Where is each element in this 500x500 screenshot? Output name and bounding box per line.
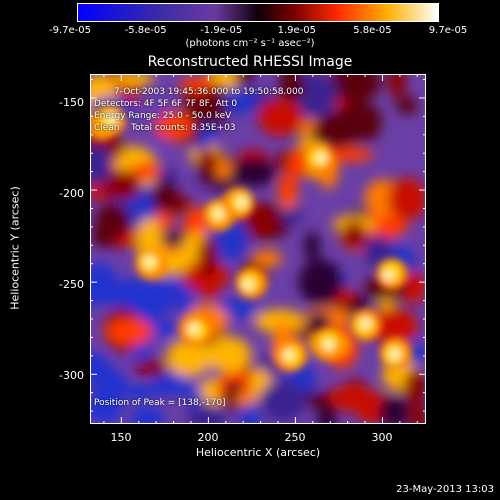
colorbar (77, 3, 439, 22)
y-tick-label: -150 (59, 96, 84, 109)
clean-annotation: Clean Total counts: 8.35E+03 (94, 123, 236, 133)
heatmap-hotspot (243, 279, 254, 290)
heatmap-blob (387, 177, 426, 220)
heatmap-blob (215, 158, 232, 180)
heatmap-hotspot (360, 318, 371, 329)
heatmap-blob (197, 166, 218, 187)
heatmap-blob (115, 74, 155, 86)
heatmap-blob (313, 112, 359, 148)
heatmap-blob (329, 383, 375, 412)
heatmap-blob (370, 307, 419, 345)
heatmap-blob (235, 391, 254, 406)
heatmap-blob (396, 95, 418, 115)
heatmap-blob (151, 181, 179, 212)
heatmap-blob (166, 338, 213, 377)
x-tick-label: 150 (110, 431, 132, 444)
heatmap-blob (132, 161, 161, 180)
peak-annotation: Position of Peak = [138,-170] (94, 398, 226, 408)
heatmap-blob (104, 370, 128, 395)
heatmap-blob (404, 368, 426, 405)
chart-title: Reconstructed RHESSI Image (147, 54, 353, 70)
y-axis-label: Heliocentric Y (arcsec) (8, 186, 22, 310)
energy-annotation: Energy Range: 25.0 - 50.0 keV (94, 111, 232, 121)
heatmap-blob (91, 358, 112, 373)
heatmap-blob (409, 398, 426, 424)
heatmap-hotspot (236, 197, 247, 208)
heatmap-hotspot (283, 349, 294, 360)
heatmap-blob (103, 169, 142, 201)
heatmap-blob (186, 384, 203, 409)
heatmap-blob (154, 110, 194, 142)
heatmap-blob (378, 396, 410, 424)
heatmap-blob (105, 317, 153, 346)
heatmap-blob (133, 278, 173, 320)
heatmap-blob (151, 370, 190, 397)
heatmap-blob (122, 384, 156, 401)
heatmap-blob (252, 250, 283, 267)
timestamp: 23-May-2013 13:03 (396, 484, 494, 495)
heatmap-blob (330, 74, 382, 102)
heatmap-blob (90, 144, 113, 185)
heatmap-blob (278, 172, 298, 206)
heatmap-hotspot (188, 323, 199, 334)
plot-area (90, 74, 426, 424)
plot-frame (90, 74, 426, 424)
heatmap-hotspot (106, 113, 117, 124)
heatmap-hotspot (390, 349, 401, 360)
heatmap-hotspot (316, 152, 327, 163)
heatmap-blob (258, 381, 307, 422)
heatmap-blob (306, 312, 332, 331)
heatmap-blob (387, 74, 407, 98)
heatmap-hotspot (383, 270, 394, 281)
heatmap-blob (218, 87, 258, 114)
colorbar-tick-label: -9.7e-05 (49, 25, 91, 36)
heatmap-blob (322, 147, 374, 163)
y-tick-label: -200 (59, 187, 84, 200)
colorbar-tick-label: -1.9e-05 (200, 25, 243, 36)
colorbar-unit-label: (photons cm⁻² s⁻¹ asec⁻²) (185, 38, 315, 49)
heatmap-blob (254, 309, 305, 333)
y-tick-label: -250 (59, 278, 84, 291)
heatmap-blob (94, 203, 132, 238)
colorbar-tick-label: 1.9e-05 (277, 25, 316, 36)
heatmap-blob (129, 406, 166, 424)
heatmap-blob (279, 74, 305, 102)
heatmap-hotspot (213, 209, 224, 220)
heatmap-blob (174, 296, 194, 317)
heatmap-blob (197, 235, 218, 278)
heatmap-blob (209, 83, 226, 129)
heatmap-blob (179, 76, 216, 92)
time-range-annotation: 7-Oct-2003 19:45:36.000 to 19:50:58.000 (114, 87, 304, 97)
heatmap-blob (298, 259, 343, 306)
heatmap-blob (206, 336, 252, 373)
heatmap-blob (295, 74, 338, 117)
heatmap-blob (295, 391, 339, 407)
detectors-annotation: Detectors: 4F 5F 6F 7F 8F, Att 0 (94, 99, 238, 109)
x-axis-label: Heliocentric X (arcsec) (195, 446, 321, 459)
colorbar-tick-label: 5.8e-05 (353, 25, 392, 36)
heatmap-hotspot (144, 257, 155, 268)
heatmap-blob (304, 231, 321, 261)
heatmap-blob (257, 98, 304, 137)
x-tick-label: 250 (284, 431, 306, 444)
x-tick-label: 200 (197, 431, 219, 444)
colorbar-tick-label: -5.8e-05 (124, 25, 167, 36)
heatmap-blob (133, 359, 170, 377)
heatmap-blob (234, 74, 254, 88)
x-tick-label: 300 (371, 431, 393, 444)
heatmap-blob (90, 399, 113, 420)
heatmap-hotspot (323, 340, 334, 351)
heatmap-blob (342, 220, 367, 249)
y-tick-label: -300 (59, 369, 84, 382)
heatmap-blob (232, 157, 276, 187)
colorbar-tick-label: 9.7e-05 (428, 25, 468, 36)
heatmap-blob (362, 234, 394, 267)
